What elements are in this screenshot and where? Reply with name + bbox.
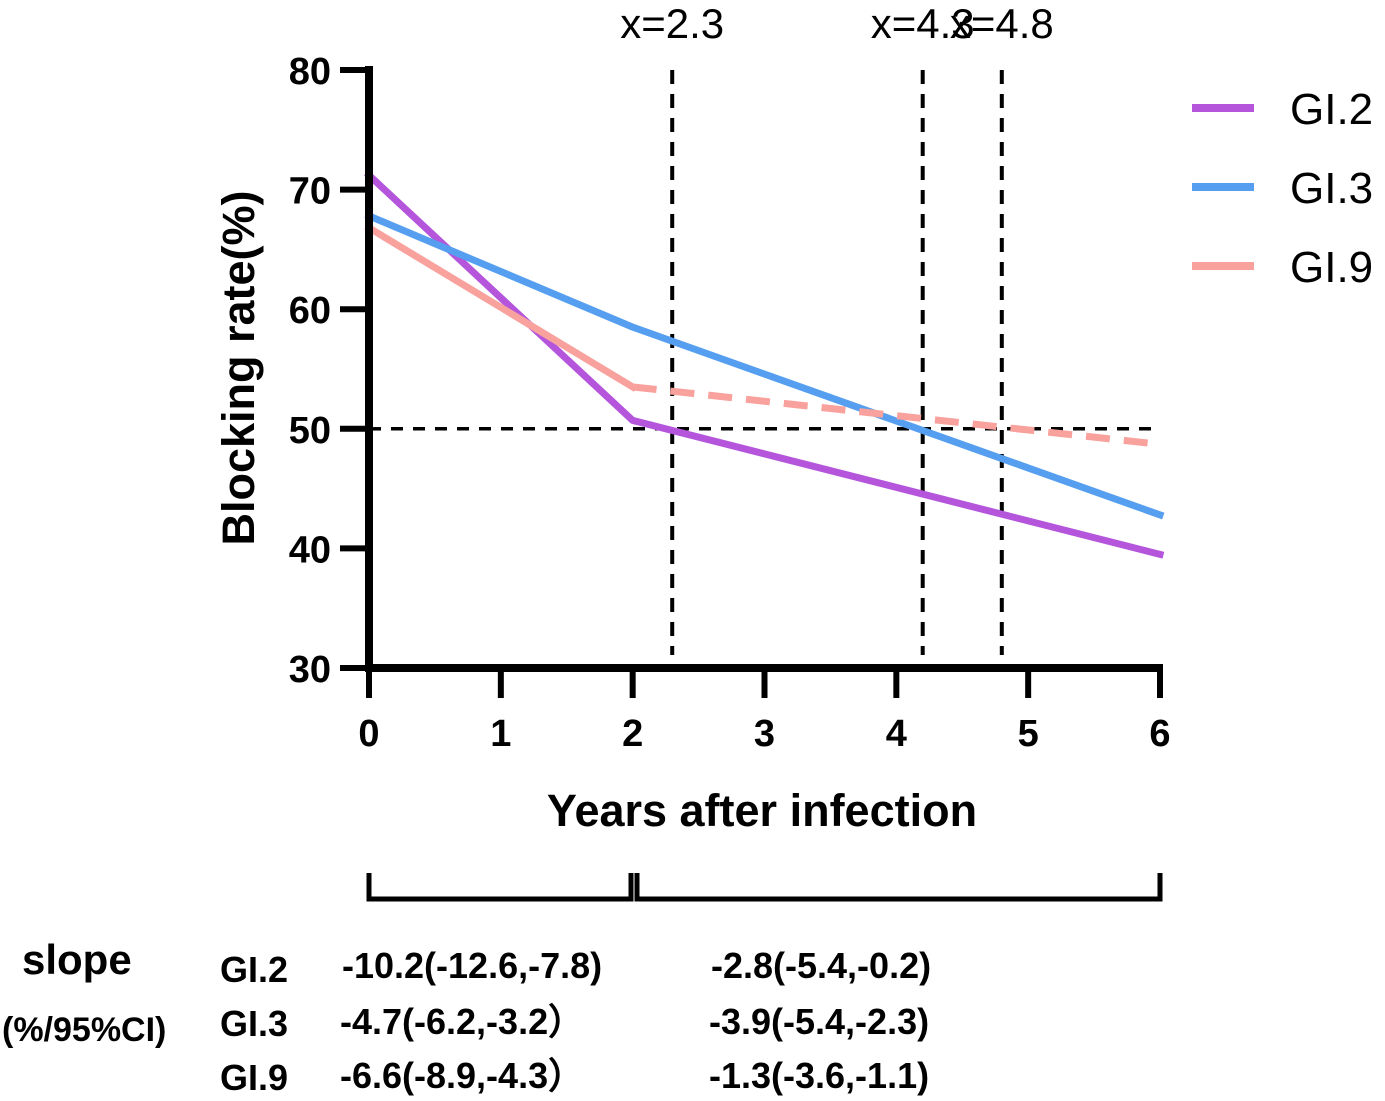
x-tick-label: 0 (358, 713, 379, 755)
slope-table: slope (%/95%CI) GI.2 -10.2(-12.6,-7.8) -… (2, 936, 931, 1098)
vline-label: x=2.3 (620, 0, 724, 47)
x-tick-label: 1 (490, 713, 511, 755)
reference-lines (369, 70, 1160, 655)
slope-title: slope (22, 936, 132, 983)
slope-row-early: -4.7(-6.2,-3.2） (340, 1001, 584, 1042)
series-line-dashed (632, 383, 1161, 448)
x-tick-label: 6 (1149, 713, 1170, 755)
y-tick-label: 50 (289, 410, 331, 452)
x-tick-label: 5 (1018, 713, 1039, 755)
y-tick-label: 80 (289, 51, 331, 93)
x-tick-label: 4 (886, 713, 907, 755)
series-line (364, 211, 1165, 520)
x-axis-title: Years after infection (547, 785, 977, 836)
slope-row-late: -2.8(-5.4,-0.2) (711, 945, 931, 986)
x-tick-label: 3 (754, 713, 775, 755)
vline-labels: x=2.3 x=4.3x=4.8 (620, 0, 1054, 47)
legend-label: GI.9 (1290, 243, 1373, 292)
segment-brackets (366, 873, 1163, 902)
axes (365, 66, 1163, 672)
y-tick-label: 40 (289, 529, 331, 571)
slope-row-early: -6.6(-8.9,-4.3） (340, 1055, 584, 1096)
slope-row-label: GI.2 (220, 949, 288, 990)
vline-label: x=4.8 (950, 0, 1054, 47)
slope-row-label: GI.9 (220, 1057, 288, 1098)
y-tick-label: 60 (289, 290, 331, 332)
slope-row-early: -10.2(-12.6,-7.8) (342, 945, 602, 986)
ticks: 30 40 50 60 70 80 0 1 2 3 4 5 6 (289, 51, 1171, 755)
bracket-late (634, 873, 1163, 902)
slope-row-label: GI.3 (220, 1003, 288, 1044)
y-tick-label: 70 (289, 171, 331, 213)
slope-row-late: -1.3(-3.6,-1.1) (709, 1055, 929, 1096)
slope-subtitle: (%/95%CI) (2, 1011, 166, 1049)
series-lines (364, 170, 1165, 559)
slope-row-late: -3.9(-5.4,-2.3) (709, 1001, 929, 1042)
legend: GI.2 GI.3 GI.9 (1192, 85, 1373, 292)
series-line (364, 170, 1165, 559)
vline-label: x=4.3 (871, 0, 975, 47)
legend-label: GI.3 (1290, 164, 1373, 213)
x-tick-label: 2 (622, 713, 643, 755)
y-tick-label: 30 (289, 649, 331, 691)
bracket-early (366, 873, 634, 902)
legend-label: GI.2 (1290, 85, 1373, 134)
y-axis-title: Blocking rate(%) (213, 190, 264, 545)
series-line (364, 223, 638, 392)
